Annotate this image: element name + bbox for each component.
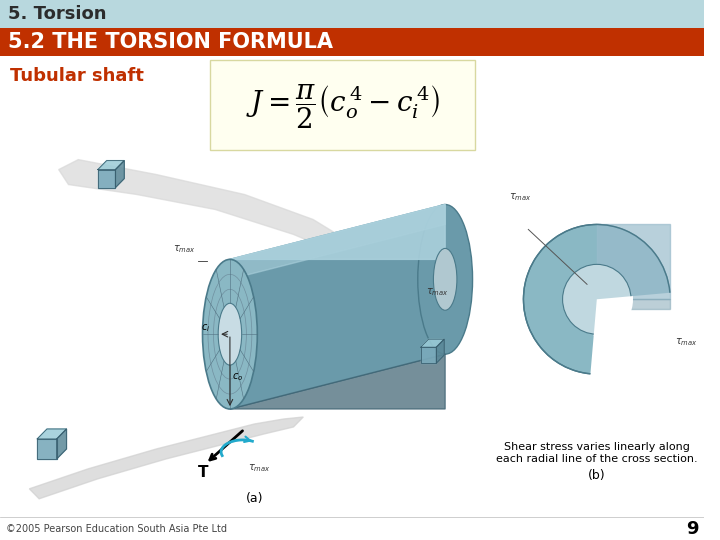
Ellipse shape [562, 265, 631, 334]
Text: Shear stress varies linearly along: Shear stress varies linearly along [504, 442, 690, 452]
Text: $\tau_{max}$: $\tau_{max}$ [675, 336, 698, 348]
Text: $c_o$: $c_o$ [232, 372, 243, 383]
Text: Tubular shaft: Tubular shaft [10, 67, 144, 85]
Ellipse shape [523, 225, 670, 374]
Text: each radial line of the cross section.: each radial line of the cross section. [496, 454, 698, 464]
Polygon shape [420, 347, 436, 363]
Text: (b): (b) [588, 469, 606, 482]
Ellipse shape [218, 303, 242, 365]
Polygon shape [30, 417, 303, 499]
FancyBboxPatch shape [0, 28, 704, 56]
Polygon shape [597, 299, 670, 309]
Polygon shape [597, 225, 670, 299]
Text: $\mathbf{T}$: $\mathbf{T}$ [197, 464, 210, 480]
Ellipse shape [418, 205, 472, 354]
Text: $J = \dfrac{\pi}{2}\left(c_o^{\,4} - c_i^{\,4}\right)$: $J = \dfrac{\pi}{2}\left(c_o^{\,4} - c_i… [246, 83, 439, 131]
Polygon shape [59, 160, 411, 299]
Polygon shape [115, 160, 125, 187]
Polygon shape [98, 170, 115, 187]
Text: $c_i$: $c_i$ [201, 322, 210, 334]
Text: 9: 9 [686, 519, 698, 538]
Text: $\tau_{max}$: $\tau_{max}$ [174, 244, 196, 255]
Polygon shape [57, 429, 66, 459]
FancyBboxPatch shape [210, 60, 474, 150]
Polygon shape [98, 160, 125, 170]
Polygon shape [37, 439, 57, 459]
Polygon shape [230, 205, 445, 409]
Text: (a): (a) [246, 492, 263, 505]
Wedge shape [594, 296, 633, 336]
Polygon shape [230, 354, 445, 409]
Polygon shape [37, 429, 66, 439]
Text: 5.2 THE TORSION FORMULA: 5.2 THE TORSION FORMULA [8, 32, 333, 52]
Polygon shape [420, 339, 444, 347]
Wedge shape [590, 292, 675, 379]
Text: 5. Torsion: 5. Torsion [8, 5, 107, 23]
FancyBboxPatch shape [0, 0, 704, 28]
Ellipse shape [202, 259, 257, 409]
Text: $\tau_{max}$: $\tau_{max}$ [426, 286, 449, 298]
Text: $\tau_{max}$: $\tau_{max}$ [509, 192, 531, 204]
Polygon shape [230, 205, 445, 279]
Ellipse shape [433, 248, 457, 310]
Text: ©2005 Pearson Education South Asia Pte Ltd: ©2005 Pearson Education South Asia Pte L… [6, 524, 227, 534]
Polygon shape [230, 205, 445, 259]
Polygon shape [436, 339, 444, 363]
Text: $\tau_{max}$: $\tau_{max}$ [248, 462, 270, 474]
